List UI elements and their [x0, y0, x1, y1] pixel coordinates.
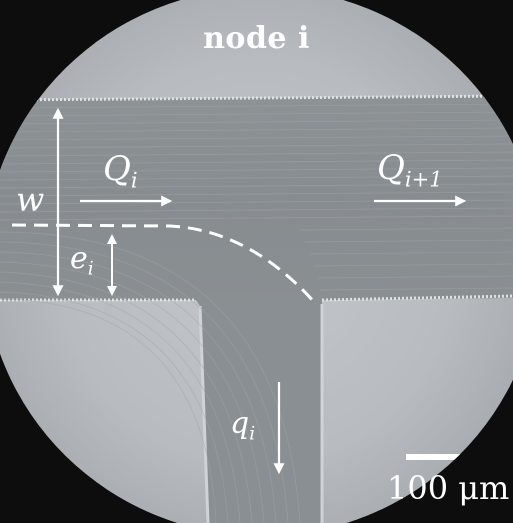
scale-bar-label: 100 μm — [387, 469, 510, 507]
inflow-label: Qi — [103, 152, 138, 190]
inflow-label-base: Q — [103, 149, 131, 189]
branch-flow-label: qi — [230, 409, 255, 444]
offset-label: ei — [70, 244, 94, 279]
branch-channel — [200, 300, 322, 523]
outflow-label: Qi+1 — [377, 151, 443, 189]
top-wall — [0, 94, 513, 102]
outflow-label-base: Q — [377, 148, 405, 188]
branch-flow-label-sub: i — [249, 423, 256, 445]
figure-title: node i — [203, 21, 310, 56]
width-label: w — [16, 180, 45, 219]
outflow-label-sub: i+1 — [404, 166, 443, 192]
offset-label-sub: i — [87, 258, 94, 280]
branch-flow-label-base: q — [230, 406, 250, 441]
offset-label-base: e — [70, 241, 88, 276]
scale-bar — [406, 454, 468, 460]
dividing-streamline — [11, 223, 318, 305]
streamlines-through — [0, 103, 513, 291]
inflow-label-sub: i — [130, 167, 138, 193]
